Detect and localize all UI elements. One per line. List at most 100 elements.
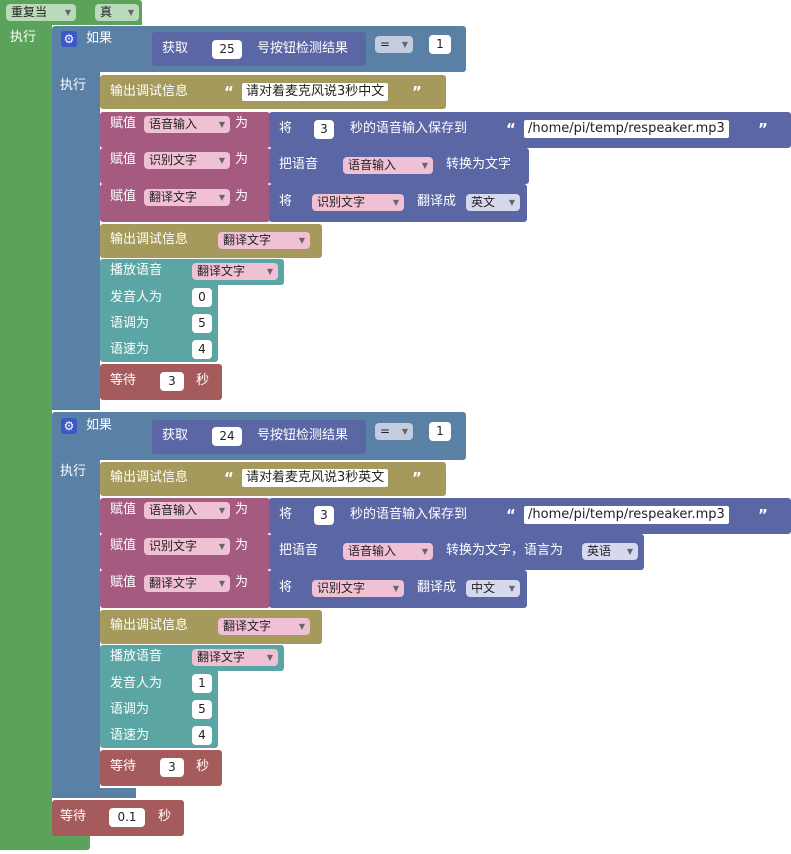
translate-var-dropdown-2[interactable]: 识别文字 ▼ — [312, 580, 404, 597]
speed-label: 语速为 — [110, 728, 150, 743]
button-number-input-2[interactable]: 24 — [212, 427, 242, 446]
to-label: 为 — [235, 189, 249, 204]
if-block-2-bar — [52, 458, 100, 798]
if-block-1-bar — [52, 70, 100, 410]
assign-label: 赋值 — [110, 502, 137, 517]
target-lang-dropdown-1[interactable]: 英文 ▼ — [466, 194, 520, 211]
if-label-2: 如果 — [86, 418, 113, 433]
target-lang-dropdown-2[interactable]: 中文 ▼ — [466, 580, 520, 597]
var-voice-label: 语音输入 — [348, 158, 397, 172]
quote-close-icon: ” — [758, 120, 768, 138]
loop-mode-dropdown[interactable]: 重复当 ▼ — [6, 4, 76, 21]
to-label: 为 — [235, 502, 249, 517]
debug-text-input-2[interactable]: 请对着麦克风说3秒英文 — [242, 469, 389, 487]
play-var-dropdown-1[interactable]: 翻译文字 ▼ — [192, 263, 278, 280]
compare-op-dropdown-1[interactable]: = ▼ — [375, 36, 413, 53]
var-recognized-dropdown-1[interactable]: 识别文字 ▼ — [144, 152, 230, 169]
convert-var-dropdown-2[interactable]: 语音输入 ▼ — [343, 543, 433, 560]
assign-label: 赋值 — [110, 538, 137, 553]
compare-op-dropdown-2[interactable]: = ▼ — [375, 423, 413, 440]
debug-var-dropdown-1[interactable]: 翻译文字 ▼ — [218, 232, 310, 249]
repeat-while-body-bar — [0, 24, 52, 826]
button-number-input-1[interactable]: 25 — [212, 40, 242, 59]
if-block-2-foot — [52, 788, 136, 798]
quote-open-icon: “ — [506, 120, 516, 138]
translate-var-dropdown-1[interactable]: 识别文字 ▼ — [312, 194, 404, 211]
translate-mid-label: 翻译成 — [417, 194, 457, 209]
translate-prefix-label: 将 — [279, 580, 293, 595]
convert-text-label-2: 转换为文字，语言为 — [446, 543, 564, 558]
translate-prefix-label: 将 — [279, 194, 293, 209]
loop-condition-dropdown[interactable]: 真 ▼ — [95, 4, 139, 21]
assign-label: 赋值 — [110, 189, 137, 204]
speaker-label: 发音人为 — [110, 290, 163, 305]
var-translated-label: 翻译文字 — [223, 619, 272, 633]
compare-op-label: = — [380, 37, 391, 51]
button-check-block-2[interactable] — [152, 420, 366, 454]
record-path-input-2[interactable]: /home/pi/temp/respeaker.mp3 — [524, 506, 729, 524]
target-lang-label: 英文 — [471, 195, 496, 209]
tone-label: 语调为 — [110, 702, 150, 717]
tone-label: 语调为 — [110, 316, 150, 331]
wait-seconds-input-1[interactable]: 3 — [160, 372, 184, 391]
assign-label: 赋值 — [110, 575, 137, 590]
if-do-label-1: 执行 — [60, 78, 87, 93]
wait-label: 等待 — [110, 759, 137, 774]
compare-value-input-1[interactable]: 1 — [429, 35, 451, 54]
speed-input-2[interactable]: 4 — [192, 726, 212, 745]
gear-icon[interactable]: ⚙ — [61, 418, 77, 434]
var-recognized-label: 识别文字 — [317, 581, 366, 595]
debug-text-input-1[interactable]: 请对着麦克风说3秒中文 — [242, 83, 389, 101]
var-recognized-dropdown-2[interactable]: 识别文字 ▼ — [144, 538, 230, 555]
quote-open-icon: “ — [506, 506, 516, 524]
tone-input-2[interactable]: 5 — [192, 700, 212, 719]
play-var-dropdown-2[interactable]: 翻译文字 ▼ — [192, 649, 278, 666]
debug-label-1: 输出调试信息 — [110, 84, 189, 99]
record-seconds-input-2[interactable]: 3 — [314, 506, 334, 525]
play-label: 播放语音 — [110, 649, 163, 664]
button-result-label-1: 号按钮检测结果 — [257, 41, 349, 56]
debug-var-dropdown-2[interactable]: 翻译文字 ▼ — [218, 618, 310, 635]
quote-open-icon: “ — [224, 83, 234, 101]
tone-input-1[interactable]: 5 — [192, 314, 212, 333]
compare-value-input-2[interactable]: 1 — [429, 422, 451, 441]
var-voice-dropdown-1[interactable]: 语音输入 ▼ — [144, 116, 230, 133]
quote-close-icon: ” — [758, 506, 768, 524]
loop-mode-label: 重复当 — [11, 5, 48, 19]
var-recognized-label: 识别文字 — [149, 153, 198, 167]
target-lang-label: 中文 — [471, 581, 496, 595]
assign-label: 赋值 — [110, 152, 137, 167]
var-recognized-label: 识别文字 — [149, 539, 198, 553]
convert-var-dropdown-1[interactable]: 语音输入 ▼ — [343, 157, 433, 174]
debug-label: 输出调试信息 — [110, 618, 189, 633]
convert-text-label-1: 转换为文字 — [446, 157, 512, 172]
button-result-label-2: 号按钮检测结果 — [257, 428, 349, 443]
wait-label: 等待 — [110, 373, 137, 388]
loop-condition-label: 真 — [100, 5, 113, 19]
to-label: 为 — [235, 538, 249, 553]
sec-label: 秒 — [196, 759, 210, 774]
speaker-input-2[interactable]: 1 — [192, 674, 212, 693]
wait-seconds-input-2[interactable]: 3 — [160, 758, 184, 777]
var-voice-label: 语音输入 — [149, 117, 198, 131]
record-path-input-1[interactable]: /home/pi/temp/respeaker.mp3 — [524, 120, 729, 138]
final-wait-seconds-input[interactable]: 0.1 — [109, 808, 145, 827]
var-translated-label: 翻译文字 — [197, 264, 246, 278]
convert-block-2[interactable] — [269, 534, 644, 570]
button-check-block-1[interactable] — [152, 32, 366, 66]
var-translated-dropdown-1[interactable]: 翻译文字 ▼ — [144, 189, 230, 206]
speaker-input-1[interactable]: 0 — [192, 288, 212, 307]
record-seconds-input-1[interactable]: 3 — [314, 120, 334, 139]
speed-input-1[interactable]: 4 — [192, 340, 212, 359]
var-translated-dropdown-2[interactable]: 翻译文字 ▼ — [144, 575, 230, 592]
debug-label: 输出调试信息 — [110, 232, 189, 247]
gear-icon[interactable]: ⚙ — [61, 31, 77, 47]
record-prefix-label: 将 — [279, 121, 293, 136]
var-voice-dropdown-2[interactable]: 语音输入 ▼ — [144, 502, 230, 519]
get-label-1: 获取 — [162, 41, 189, 56]
var-voice-label: 语音输入 — [149, 503, 198, 517]
compare-op-label: = — [380, 424, 391, 438]
speed-label: 语速为 — [110, 342, 150, 357]
convert-lang-dropdown-2[interactable]: 英语 ▼ — [582, 543, 638, 560]
quote-close-icon: ” — [412, 83, 422, 101]
